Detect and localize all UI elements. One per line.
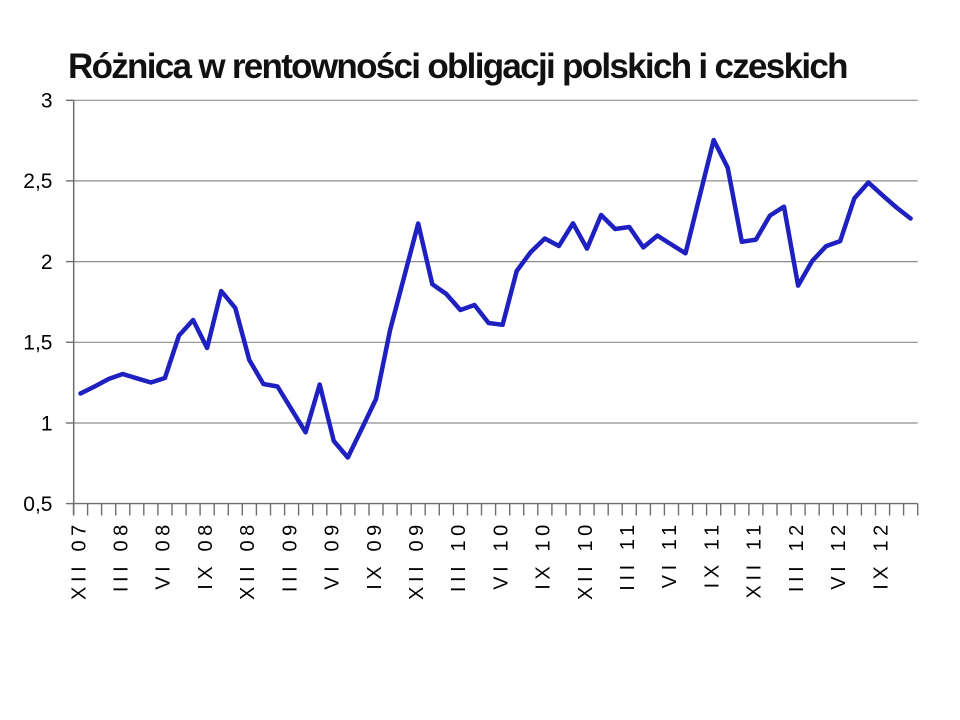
svg-text:III 09: III 09	[279, 520, 301, 592]
svg-text:III 08: III 08	[111, 520, 133, 592]
svg-text:IX 09: IX 09	[364, 520, 386, 590]
svg-text:IX 11: IX 11	[701, 520, 723, 588]
svg-text:VI 10: VI 10	[490, 520, 512, 590]
svg-text:3: 3	[41, 90, 53, 113]
svg-text:2: 2	[41, 251, 53, 274]
svg-text:1,5: 1,5	[23, 332, 52, 355]
svg-text:III 11: III 11	[617, 520, 639, 591]
svg-text:III 10: III 10	[448, 520, 470, 592]
svg-text:XII 11: XII 11	[744, 520, 766, 598]
svg-text:III 12: III 12	[786, 520, 808, 592]
svg-text:XII 10: XII 10	[575, 520, 597, 600]
svg-text:IX 08: IX 08	[195, 520, 217, 590]
svg-text:VI 08: VI 08	[153, 520, 175, 590]
svg-text:XII 09: XII 09	[406, 520, 428, 600]
svg-text:XII 08: XII 08	[237, 520, 259, 600]
svg-text:IX 10: IX 10	[533, 520, 555, 590]
svg-text:IX 12: IX 12	[870, 520, 892, 590]
svg-text:XII 07: XII 07	[68, 520, 90, 600]
svg-text:VI 09: VI 09	[322, 520, 344, 590]
svg-text:2,5: 2,5	[23, 170, 52, 193]
svg-text:VI 12: VI 12	[828, 520, 850, 590]
svg-text:VI 11: VI 11	[659, 520, 681, 588]
svg-text:0,5: 0,5	[23, 493, 52, 516]
svg-text:1: 1	[41, 412, 53, 435]
